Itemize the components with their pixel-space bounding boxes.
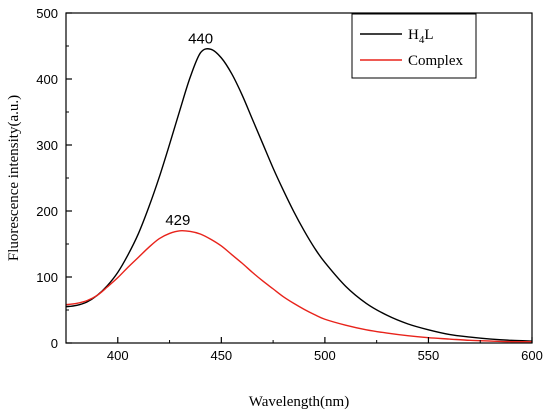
y-tick-label-300: 300 (36, 138, 58, 153)
x-tick-label-450: 450 (210, 348, 232, 363)
tick-layer: 400 450 500 550 600 0 100 200 300 400 500 (36, 6, 543, 363)
annotation-layer: 440 429 (165, 30, 213, 229)
y-tick-label-400: 400 (36, 72, 58, 87)
legend-label-h4l-tail: L (424, 27, 433, 43)
legend-label-complex: Complex (408, 53, 463, 69)
x-tick-label-500: 500 (314, 348, 336, 363)
y-tick-label-500: 500 (36, 6, 58, 21)
legend-label-h4l: H4L (408, 27, 434, 46)
peak-label-440: 440 (188, 30, 213, 47)
legend-label-h4l-sub: 4 (419, 34, 425, 46)
x-tick-label-550: 550 (418, 348, 440, 363)
peak-label-429: 429 (165, 212, 190, 229)
series-line-h4l (65, 48, 533, 342)
legend: H4L Complex (351, 13, 477, 79)
x-axis-label: Wavelength(nm) (249, 394, 349, 410)
legend-label-h4l-main: H (408, 27, 419, 43)
y-axis-label: Fluorescence intensity(a.u.) (6, 95, 22, 261)
legend-box (351, 13, 477, 79)
x-tick-label-600: 600 (521, 348, 543, 363)
series-line-complex (65, 229, 533, 343)
series-layer (65, 48, 533, 343)
y-tick-label-200: 200 (36, 204, 58, 219)
y-tick-label-0: 0 (51, 336, 58, 351)
x-tick-label-400: 400 (107, 348, 129, 363)
y-tick-label-100: 100 (36, 270, 58, 285)
